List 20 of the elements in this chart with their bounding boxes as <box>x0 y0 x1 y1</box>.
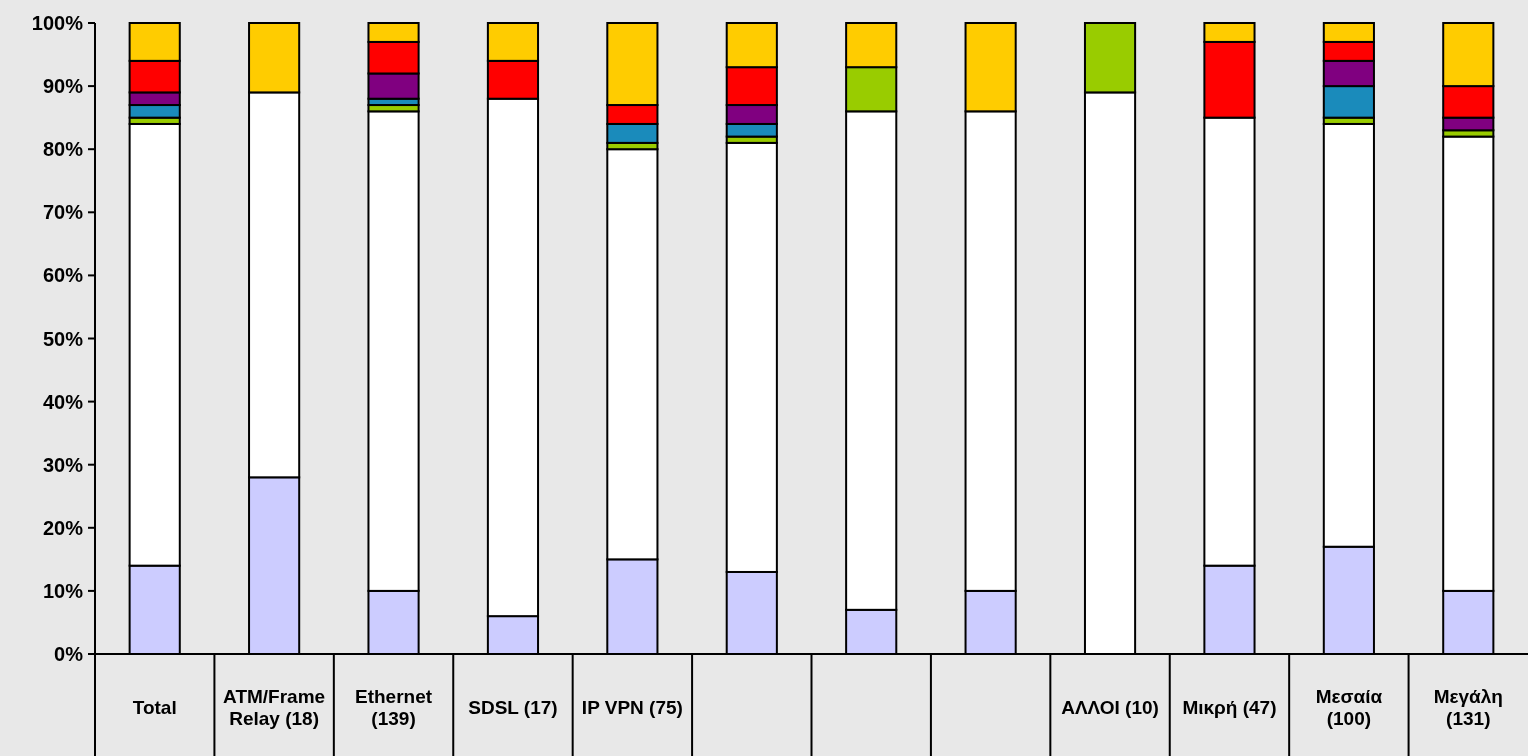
x-tick-label: Μικρή (47) <box>1182 696 1277 718</box>
y-tick-label: 70% <box>42 201 84 224</box>
y-tick-label: 40% <box>42 390 84 413</box>
x-tick-label: Μεσαία (100) <box>1315 685 1383 729</box>
y-tick-label: 0% <box>54 643 84 665</box>
x-tick-label: Μεγάλη (131) <box>1433 685 1503 729</box>
y-tick-label: 30% <box>42 453 84 476</box>
x-tick-label: ΑΛΛΟΙ (10) <box>1061 696 1159 718</box>
y-tick-label: 100% <box>31 12 84 34</box>
y-tick-label: 10% <box>42 579 84 602</box>
x-tick-label: ATM/Frame Relay (18) <box>223 685 326 729</box>
y-tick-label: 80% <box>42 138 84 161</box>
x-tick-label: IP VPN (75) <box>581 696 683 718</box>
x-tick-label: SDSL (17) <box>468 696 558 718</box>
y-tick-label: 20% <box>42 516 84 539</box>
y-tick-label: 50% <box>42 327 84 350</box>
y-tick-label: 90% <box>42 75 84 98</box>
x-tick-label: Ethernet (139) <box>355 685 433 729</box>
x-tick-label: Total <box>132 696 177 718</box>
y-tick-label: 60% <box>42 264 84 287</box>
